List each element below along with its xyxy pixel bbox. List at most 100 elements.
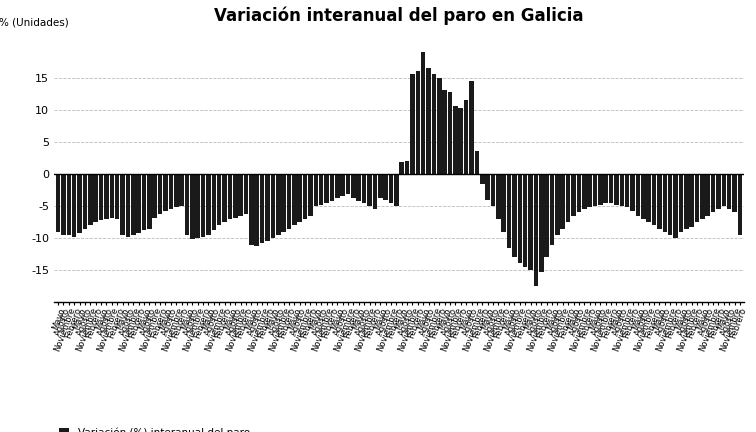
Bar <box>195 174 200 238</box>
Bar <box>652 174 656 226</box>
Bar <box>271 174 275 238</box>
Bar <box>131 174 135 235</box>
Bar <box>518 174 522 263</box>
Bar <box>136 174 141 233</box>
Bar <box>94 174 98 222</box>
Bar <box>276 174 280 235</box>
Bar <box>351 174 355 198</box>
Bar <box>679 174 683 232</box>
Bar <box>340 174 345 197</box>
Bar <box>233 174 237 218</box>
Bar <box>287 174 291 229</box>
Legend: Variación (%) interanual del paro: Variación (%) interanual del paro <box>59 427 250 432</box>
Bar <box>56 174 60 232</box>
Bar <box>668 174 672 235</box>
Bar <box>67 174 71 235</box>
Bar <box>303 174 308 219</box>
Bar <box>582 174 587 209</box>
Bar <box>700 174 705 219</box>
Bar <box>695 174 699 222</box>
Bar <box>212 174 216 230</box>
Bar <box>426 68 431 174</box>
Bar <box>297 174 302 222</box>
Bar <box>335 174 339 198</box>
Bar <box>512 174 517 257</box>
Bar <box>190 174 194 239</box>
Bar <box>458 108 463 174</box>
Bar <box>636 174 640 216</box>
Bar <box>411 74 415 174</box>
Bar <box>110 174 114 218</box>
Bar <box>324 174 329 203</box>
Bar <box>383 174 388 200</box>
Bar <box>448 92 452 174</box>
Bar <box>319 174 324 205</box>
Bar <box>705 174 710 216</box>
Bar <box>345 174 350 194</box>
Bar <box>104 174 109 219</box>
Bar <box>603 174 608 203</box>
Bar <box>174 174 178 207</box>
Bar <box>539 174 544 272</box>
Bar <box>88 174 92 226</box>
Bar <box>572 174 576 216</box>
Bar <box>738 174 742 235</box>
Bar <box>404 161 409 174</box>
Bar <box>587 174 592 207</box>
Bar <box>281 174 286 232</box>
Bar <box>674 174 678 238</box>
Bar <box>550 174 554 245</box>
Bar <box>614 174 618 205</box>
Bar <box>480 174 485 184</box>
Bar <box>169 174 173 209</box>
Bar <box>265 174 270 241</box>
Bar <box>179 174 184 206</box>
Bar <box>711 174 715 213</box>
Bar <box>184 174 189 235</box>
Bar <box>485 174 490 200</box>
Bar <box>469 81 474 174</box>
Bar <box>99 174 104 220</box>
Bar <box>260 174 265 243</box>
Bar <box>625 174 630 207</box>
Bar <box>201 174 206 237</box>
Bar <box>657 174 662 229</box>
Title: Variación interanual del paro en Galicia: Variación interanual del paro en Galicia <box>214 7 584 25</box>
Bar <box>565 174 571 222</box>
Bar <box>153 174 157 218</box>
Bar <box>362 174 367 203</box>
Bar <box>314 174 318 206</box>
Bar <box>620 174 624 206</box>
Bar <box>292 174 296 226</box>
Bar <box>507 174 511 248</box>
Bar <box>308 174 313 216</box>
Bar <box>646 174 651 222</box>
Bar <box>394 174 398 206</box>
Bar <box>662 174 667 232</box>
Bar <box>357 174 361 201</box>
Bar <box>389 174 393 203</box>
Bar <box>77 174 82 233</box>
Bar <box>560 174 565 229</box>
Bar <box>217 174 222 226</box>
Text: % (Unidades): % (Unidades) <box>0 17 68 27</box>
Bar <box>61 174 66 235</box>
Bar <box>475 151 479 174</box>
Bar <box>437 77 442 174</box>
Bar <box>496 174 500 219</box>
Bar <box>222 174 227 222</box>
Bar <box>733 174 737 213</box>
Bar <box>206 174 211 235</box>
Bar <box>534 174 538 286</box>
Bar <box>721 174 726 206</box>
Bar <box>727 174 732 209</box>
Bar <box>501 174 506 232</box>
Bar <box>544 174 549 257</box>
Bar <box>82 174 87 229</box>
Bar <box>228 174 232 219</box>
Bar <box>631 174 635 211</box>
Bar <box>399 162 404 174</box>
Bar <box>523 174 528 267</box>
Bar <box>115 174 119 219</box>
Bar <box>330 174 334 201</box>
